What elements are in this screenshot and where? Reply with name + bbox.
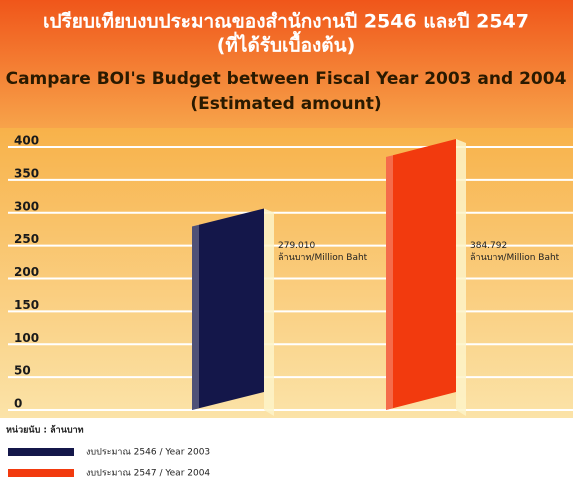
y-tick-label: 300 bbox=[14, 199, 39, 213]
legend-label: งบประมาณ 2546 / Year 2003 bbox=[86, 448, 210, 458]
plot-area bbox=[0, 128, 573, 418]
subtitle: Campare BOI's Budget between Fiscal Year… bbox=[6, 69, 567, 89]
bar bbox=[192, 208, 264, 410]
y-tick-label: 0 bbox=[14, 397, 22, 411]
y-tick-label: 150 bbox=[14, 298, 39, 312]
y-tick-label: 50 bbox=[14, 364, 31, 378]
bar-side bbox=[386, 154, 393, 410]
value-unit: ล้านบาท/Million Baht bbox=[470, 252, 560, 263]
bar-side bbox=[192, 224, 199, 410]
bar-shadow bbox=[264, 208, 274, 416]
y-tick-label: 100 bbox=[14, 331, 39, 345]
unit-note: หน่วยนับ : ล้านบาท bbox=[6, 425, 84, 436]
chart-title: เปรียบเทียบงบประมาณของสำนักงานปี 2546 แล… bbox=[43, 11, 529, 33]
y-tick-label: 400 bbox=[14, 134, 39, 148]
y-tick-label: 200 bbox=[14, 265, 39, 279]
value-unit: ล้านบาท/Million Baht bbox=[278, 252, 368, 263]
title-note: (ที่ได้รับเบื้องต้น) bbox=[217, 31, 356, 57]
legend-swatch bbox=[8, 469, 74, 477]
header bbox=[0, 0, 573, 128]
y-tick-label: 250 bbox=[14, 232, 39, 246]
legend-swatch bbox=[8, 448, 74, 456]
value-label: 384.792 bbox=[470, 241, 507, 251]
bar bbox=[386, 138, 456, 410]
legend-label: งบประมาณ 2547 / Year 2004 bbox=[86, 469, 210, 479]
value-label: 279.010 bbox=[278, 241, 315, 251]
bar-shadow bbox=[456, 138, 466, 416]
y-tick-label: 350 bbox=[14, 166, 39, 180]
subtitle-note: (Estimated amount) bbox=[190, 94, 381, 114]
